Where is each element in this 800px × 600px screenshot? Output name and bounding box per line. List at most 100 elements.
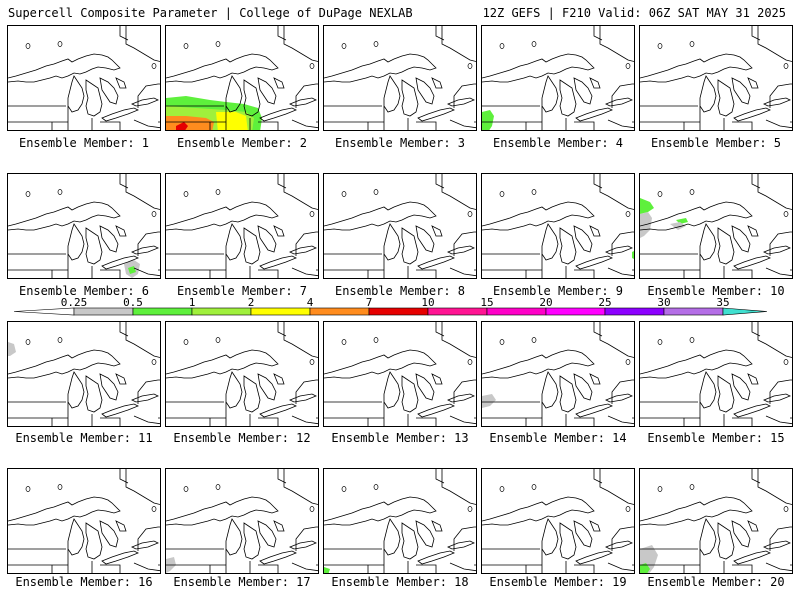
page-title: Supercell Composite Parameter | College … xyxy=(8,6,413,20)
lake-shoreline xyxy=(8,53,121,83)
lake-shoreline xyxy=(401,522,419,560)
lake-shoreline xyxy=(257,77,285,105)
boundary-line xyxy=(611,379,634,404)
lake-shoreline xyxy=(289,245,317,255)
boundary-line xyxy=(435,469,445,484)
boundary-line xyxy=(166,105,227,130)
boundary-line xyxy=(765,119,792,129)
lake-shoreline xyxy=(259,255,297,270)
boundary-line xyxy=(751,469,761,484)
boundary-line xyxy=(441,469,476,505)
color-scale-bar: 0.25 0.5 1 2 4 7 10 15 20 25 30 35 xyxy=(13,296,768,316)
lake-shoreline xyxy=(733,403,771,418)
great-lakes-map xyxy=(324,322,476,426)
lake-shoreline xyxy=(573,77,601,105)
boundary-line xyxy=(435,26,445,41)
lake-shoreline xyxy=(259,107,297,122)
boundary-line xyxy=(769,526,792,551)
ensemble-member-label: Ensemble Member: 8 xyxy=(334,284,466,298)
lake-shoreline xyxy=(541,371,559,409)
boundary-line xyxy=(291,415,318,425)
lake-shoreline xyxy=(383,371,401,409)
boundary-line xyxy=(593,26,603,41)
boundary-line xyxy=(565,561,595,573)
boundary-line xyxy=(133,562,160,572)
boundary-line xyxy=(769,379,792,404)
map-panel-member-6 xyxy=(7,173,161,279)
small-lake-outline xyxy=(689,189,695,195)
boundary-line xyxy=(407,561,437,573)
small-lake-outline xyxy=(499,43,505,49)
lake-shoreline xyxy=(731,520,759,548)
lake-shoreline xyxy=(243,522,261,560)
boundary-line xyxy=(137,231,160,256)
boundary-line xyxy=(751,322,761,337)
scp-shading-area xyxy=(640,212,652,238)
colorbar-segment xyxy=(368,307,429,316)
boundary-line xyxy=(119,26,129,41)
boundary-line xyxy=(249,266,279,278)
map-panel-member-7 xyxy=(165,173,319,279)
boundary-line xyxy=(137,379,160,404)
boundary-line xyxy=(640,105,701,130)
lake-shoreline xyxy=(401,227,419,265)
boundary-line xyxy=(291,562,318,572)
boundary-line xyxy=(324,548,385,573)
great-lakes-map xyxy=(166,469,318,573)
boundary-line xyxy=(91,266,121,278)
small-lake-outline xyxy=(657,43,663,49)
lake-shoreline xyxy=(699,518,717,556)
lake-shoreline xyxy=(733,107,771,122)
boundary-line xyxy=(277,469,287,484)
map-panel-member-1 xyxy=(7,25,161,131)
lake-shoreline xyxy=(575,107,613,122)
lake-shoreline xyxy=(401,79,419,117)
colorbar-tick-label: 0.5 xyxy=(123,296,143,309)
lake-shoreline xyxy=(447,393,475,403)
boundary-line xyxy=(599,322,634,358)
boundary-line xyxy=(8,253,69,278)
lake-shoreline xyxy=(257,373,285,401)
lake-shoreline xyxy=(559,522,577,560)
boundary-line xyxy=(565,118,595,130)
ensemble-member-label: Ensemble Member: 7 xyxy=(176,284,308,298)
lake-shoreline xyxy=(415,520,443,548)
lake-shoreline xyxy=(573,225,601,253)
boundary-line xyxy=(640,548,701,573)
small-lake-outline xyxy=(25,486,31,492)
boundary-line xyxy=(769,231,792,256)
colorbar-segment xyxy=(427,307,488,316)
small-lake-outline xyxy=(341,43,347,49)
boundary-line xyxy=(599,26,634,62)
boundary-line xyxy=(723,561,753,573)
scp-shading-area xyxy=(670,222,686,230)
colorbar-segment xyxy=(73,307,134,316)
small-lake-outline xyxy=(57,484,63,490)
small-lake-outline xyxy=(25,43,31,49)
small-lake-outline xyxy=(499,339,505,345)
small-lake-outline xyxy=(689,484,695,490)
small-lake-outline xyxy=(25,339,31,345)
boundary-line xyxy=(291,267,318,277)
lake-shoreline xyxy=(8,201,121,231)
ensemble-member-label: Ensemble Member: 3 xyxy=(334,136,466,150)
small-lake-outline xyxy=(783,63,789,69)
boundary-line xyxy=(482,401,543,426)
colorbar-tick-label: 20 xyxy=(539,296,552,309)
lake-shoreline xyxy=(8,496,121,526)
lake-shoreline xyxy=(575,403,613,418)
boundary-line xyxy=(441,322,476,358)
scp-shading-area xyxy=(216,112,248,130)
boundary-line xyxy=(751,174,761,189)
boundary-line xyxy=(8,105,69,130)
boundary-line xyxy=(449,415,476,425)
lake-shoreline xyxy=(99,373,127,401)
small-lake-outline xyxy=(625,211,631,217)
colorbar-tick-label: 35 xyxy=(716,296,729,309)
lake-shoreline xyxy=(482,496,595,526)
colorbar-tick-label: 25 xyxy=(598,296,611,309)
small-lake-outline xyxy=(341,339,347,345)
boundary-line xyxy=(765,415,792,425)
lake-shoreline xyxy=(417,403,455,418)
boundary-line xyxy=(324,105,385,130)
